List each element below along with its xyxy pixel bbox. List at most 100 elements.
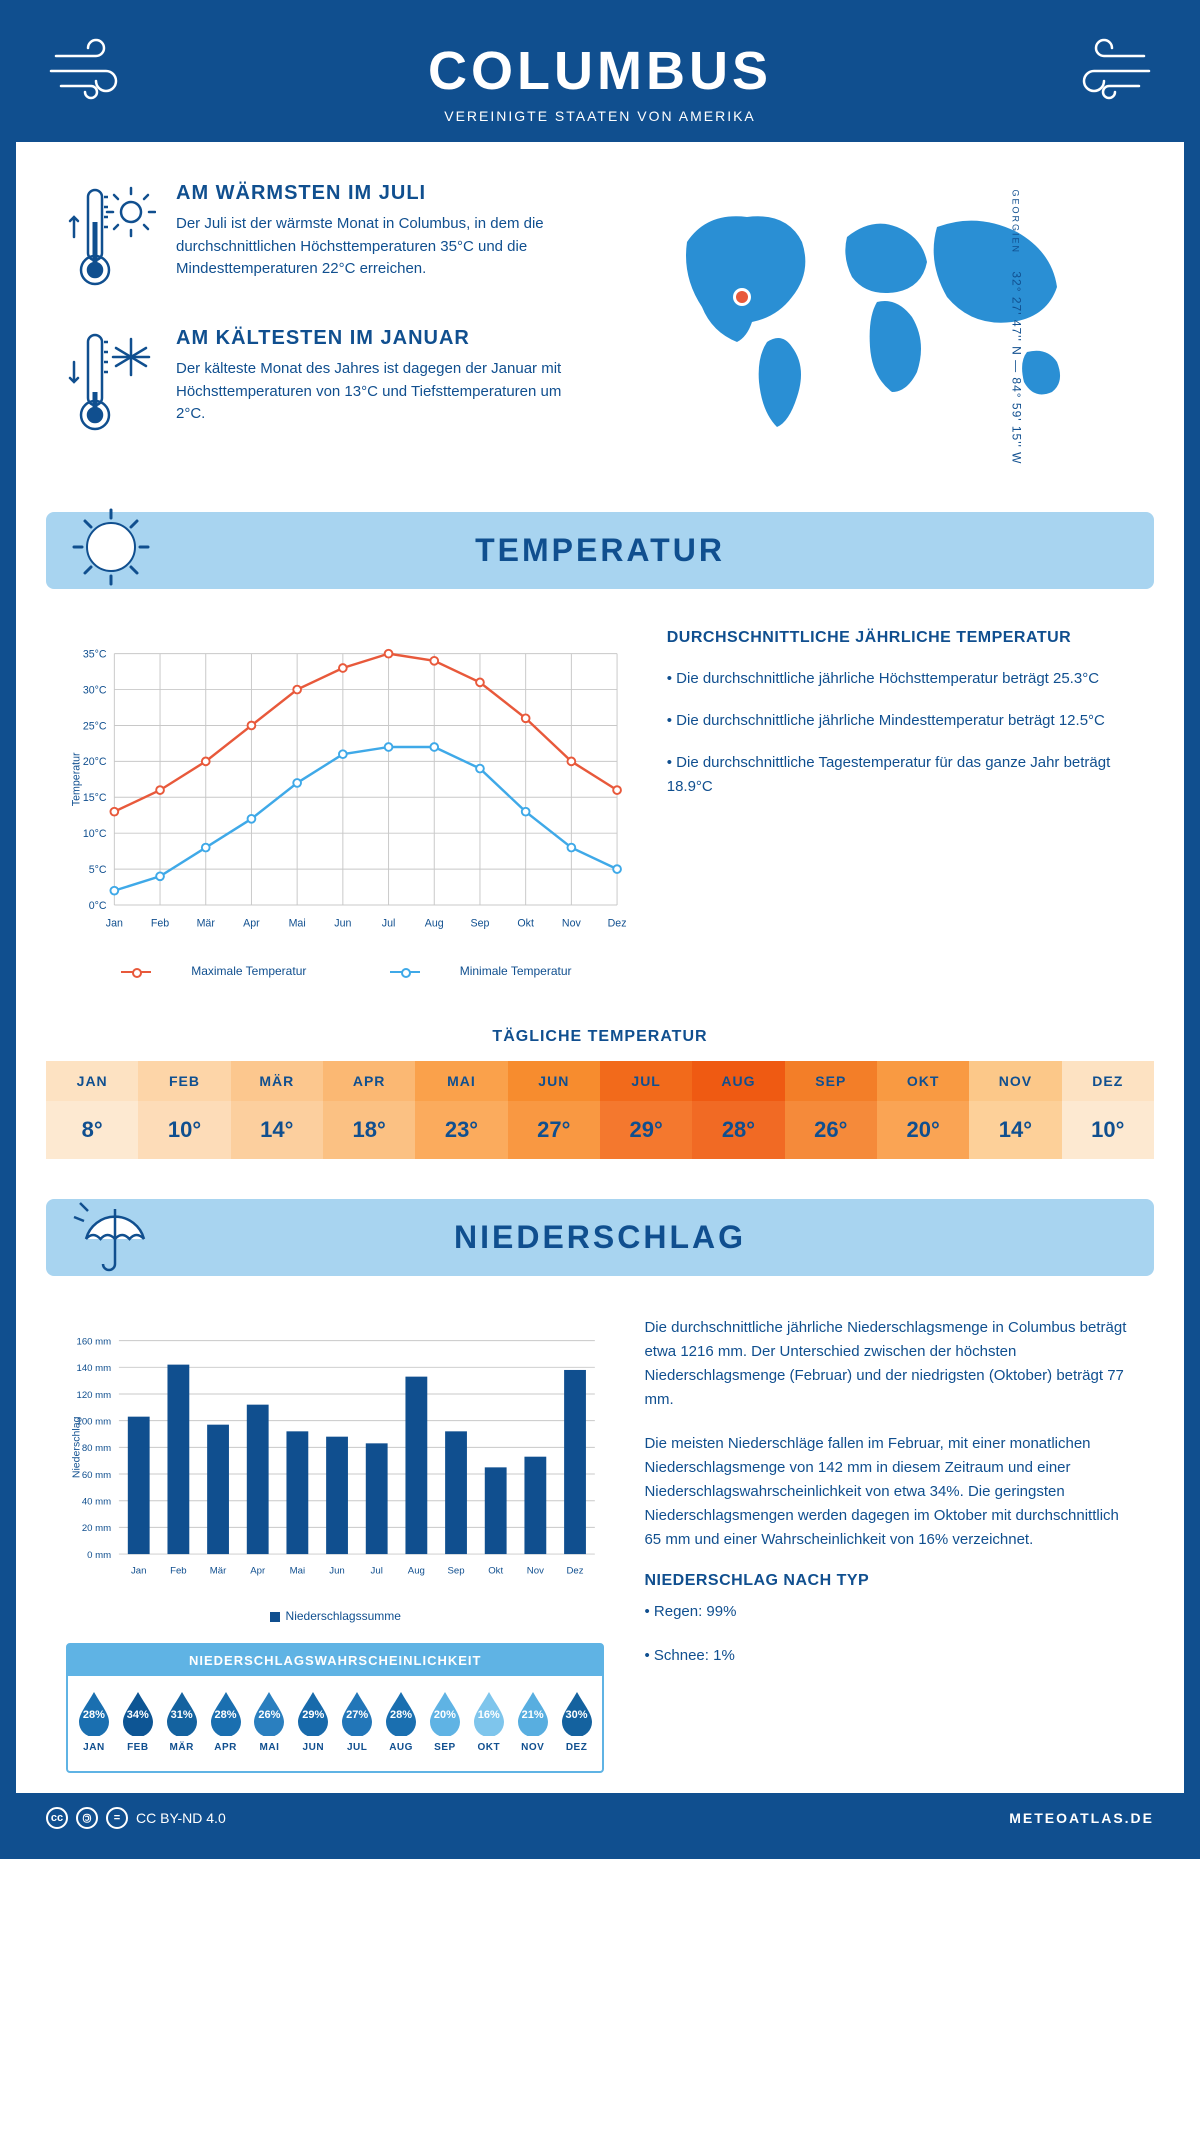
svg-text:Dez: Dez [608, 917, 627, 929]
probability-drop: 28%APR [204, 1690, 248, 1753]
svg-text:Nov: Nov [562, 917, 582, 929]
temp-cell-month: JAN [46, 1061, 138, 1101]
svg-text:160 mm: 160 mm [76, 1336, 111, 1347]
probability-drop: 34%FEB [116, 1690, 160, 1753]
temp-bullet: • Die durchschnittliche jährliche Höchst… [667, 667, 1134, 691]
svg-text:40 mm: 40 mm [82, 1497, 111, 1508]
legend-min-label: Minimale Temperatur [460, 964, 572, 978]
footer-brand: METEOATLAS.DE [1009, 1810, 1154, 1826]
temp-table-cell: DEZ10° [1062, 1061, 1154, 1159]
temp-info-title: DURCHSCHNITTLICHE JÄHRLICHE TEMPERATUR [667, 629, 1134, 647]
coldest-fact: AM KÄLTESTEN IM JANUAR Der kälteste Mona… [66, 327, 580, 442]
by-icon: 🄯 [76, 1807, 98, 1829]
wind-icon-left [46, 36, 136, 106]
thermometer-hot-icon [66, 182, 156, 297]
coords-state: GEORGIEN [1011, 190, 1021, 255]
umbrella-icon [66, 1189, 156, 1284]
temp-table-cell: JUL29° [600, 1061, 692, 1159]
daily-temp-title: TÄGLICHE TEMPERATUR [16, 1028, 1184, 1046]
svg-text:Okt: Okt [488, 1565, 503, 1576]
svg-text:25°C: 25°C [83, 720, 107, 732]
svg-text:Feb: Feb [170, 1565, 187, 1576]
probability-drop: 31%MÄR [160, 1690, 204, 1753]
temp-cell-value: 10° [138, 1101, 230, 1159]
temperature-body: 0°C5°C10°C15°C20°C25°C30°C35°CJanFebMärA… [16, 599, 1184, 1008]
temp-cell-value: 23° [415, 1101, 507, 1159]
temp-table-cell: NOV14° [969, 1061, 1061, 1159]
coords-latlon: 32° 27' 47'' N — 84° 59' 15'' W [1010, 271, 1024, 464]
temp-cell-month: NOV [969, 1061, 1061, 1101]
temp-chart-legend: Maximale Temperatur Minimale Temperatur [66, 964, 627, 978]
svg-text:Mär: Mär [197, 917, 216, 929]
precip-paragraph: Die meisten Niederschläge fallen im Febr… [644, 1432, 1134, 1552]
svg-text:5°C: 5°C [89, 864, 107, 876]
temp-cell-month: APR [323, 1061, 415, 1101]
temp-cell-month: AUG [692, 1061, 784, 1101]
intro-section: AM WÄRMSTEN IM JULI Der Juli ist der wär… [16, 142, 1184, 502]
temp-cell-value: 14° [231, 1101, 323, 1159]
temp-cell-value: 26° [785, 1101, 877, 1159]
probability-drop: 21%NOV [511, 1690, 555, 1753]
warmest-text: Der Juli ist der wärmste Monat in Columb… [176, 213, 580, 281]
svg-text:Jan: Jan [131, 1565, 147, 1576]
temp-bullet: • Die durchschnittliche jährliche Mindes… [667, 709, 1134, 733]
svg-text:Mai: Mai [289, 917, 306, 929]
probability-drop: 27%JUL [335, 1690, 379, 1753]
precipitation-probability-box: NIEDERSCHLAGSWAHRSCHEINLICHKEIT 28%JAN34… [66, 1643, 604, 1773]
nd-icon: = [106, 1807, 128, 1829]
svg-text:35°C: 35°C [83, 649, 107, 661]
bar-chart-legend: Niederschlagssumme [66, 1609, 604, 1623]
footer: cc 🄯 = CC BY-ND 4.0 METEOATLAS.DE [16, 1793, 1184, 1843]
license-block: cc 🄯 = CC BY-ND 4.0 [46, 1807, 226, 1829]
svg-text:Aug: Aug [425, 917, 444, 929]
coldest-text: Der kälteste Monat des Jahres ist dagege… [176, 358, 580, 426]
svg-text:Temperatur: Temperatur [71, 752, 83, 806]
sun-icon [66, 502, 156, 597]
temp-cell-value: 28° [692, 1101, 784, 1159]
thermometer-cold-icon [66, 327, 156, 442]
svg-text:Sep: Sep [471, 917, 490, 929]
probability-drop: 30%DEZ [555, 1690, 599, 1753]
precip-bytype-item: • Schnee: 1% [644, 1644, 1134, 1668]
svg-text:Okt: Okt [517, 917, 534, 929]
temp-cell-month: DEZ [1062, 1061, 1154, 1101]
license-text: CC BY-ND 4.0 [136, 1810, 226, 1826]
svg-text:Jun: Jun [334, 917, 351, 929]
probability-drop: 29%JUN [291, 1690, 335, 1753]
temp-table-cell: FEB10° [138, 1061, 230, 1159]
temperature-line-chart: 0°C5°C10°C15°C20°C25°C30°C35°CJanFebMärA… [66, 629, 627, 949]
temp-cell-month: JUL [600, 1061, 692, 1101]
temperature-section-header: TEMPERATUR [46, 512, 1154, 589]
warmest-fact: AM WÄRMSTEN IM JULI Der Juli ist der wär… [66, 182, 580, 297]
world-map [620, 182, 1134, 442]
daily-temp-table: JAN8°FEB10°MÄR14°APR18°MAI23°JUN27°JUL29… [46, 1061, 1154, 1159]
precip-bytype-title: NIEDERSCHLAG NACH TYP [644, 1572, 1134, 1590]
svg-text:Feb: Feb [151, 917, 169, 929]
temp-table-cell: OKT20° [877, 1061, 969, 1159]
temp-cell-month: SEP [785, 1061, 877, 1101]
temp-cell-value: 27° [508, 1101, 600, 1159]
coldest-title: AM KÄLTESTEN IM JANUAR [176, 327, 580, 350]
svg-text:Jan: Jan [106, 917, 123, 929]
svg-text:Jul: Jul [382, 917, 396, 929]
precipitation-title: NIEDERSCHLAG [76, 1219, 1124, 1256]
precipitation-body: 0 mm20 mm40 mm60 mm80 mm100 mm120 mm140 … [16, 1286, 1184, 1793]
temp-cell-month: MAI [415, 1061, 507, 1101]
svg-text:0°C: 0°C [89, 900, 107, 912]
temp-cell-value: 29° [600, 1101, 692, 1159]
svg-text:15°C: 15°C [83, 792, 107, 804]
svg-text:Nov: Nov [527, 1565, 544, 1576]
temp-table-cell: AUG28° [692, 1061, 784, 1159]
svg-text:80 mm: 80 mm [82, 1443, 111, 1454]
temp-cell-value: 20° [877, 1101, 969, 1159]
precipitation-bar-chart: 0 mm20 mm40 mm60 mm80 mm100 mm120 mm140 … [66, 1316, 604, 1596]
page-subtitle: VEREINIGTE STAATEN VON AMERIKA [16, 108, 1184, 124]
svg-text:Mär: Mär [210, 1565, 227, 1576]
temp-table-cell: JAN8° [46, 1061, 138, 1159]
precip-paragraph: Die durchschnittliche jährliche Niedersc… [644, 1316, 1134, 1412]
svg-text:Aug: Aug [408, 1565, 425, 1576]
svg-text:60 mm: 60 mm [82, 1470, 111, 1481]
wind-icon-right [1064, 36, 1154, 106]
svg-text:20°C: 20°C [83, 756, 107, 768]
temp-bullet: • Die durchschnittliche Tagestemperatur … [667, 751, 1134, 799]
